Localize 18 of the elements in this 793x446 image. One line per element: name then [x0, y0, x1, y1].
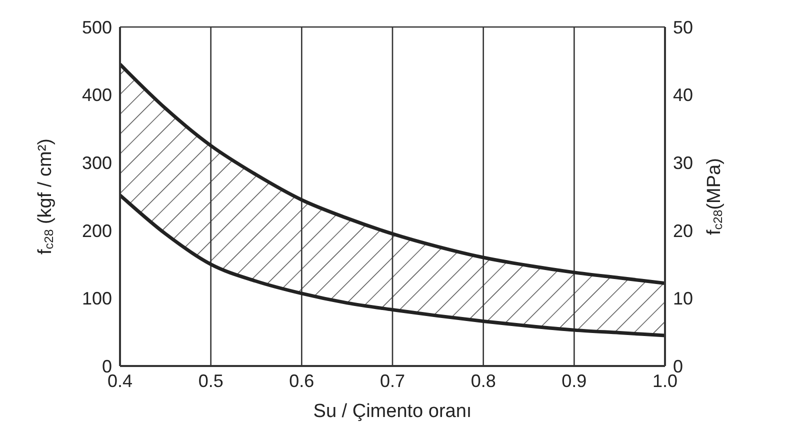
x-tick-label: 0.6: [289, 370, 314, 391]
y2-tick-label: 10: [673, 288, 694, 309]
x-tick-label: 0.5: [198, 370, 224, 391]
x-tick-label: 0.7: [380, 370, 406, 391]
y2-tick-label: 20: [673, 220, 694, 241]
y2-tick-label: 50: [673, 17, 694, 38]
x-axis-title: Su / Çimento oranı: [313, 401, 472, 422]
line-series: [120, 193, 665, 338]
y2-tick-label: 40: [673, 85, 694, 106]
line-series: [120, 62, 665, 286]
y-tick-label: 100: [82, 288, 112, 309]
y-tick-label: 300: [82, 152, 112, 173]
y-tick-label: 400: [82, 85, 112, 106]
x-tick-label: 0.8: [470, 370, 496, 391]
x-tick-label: 0.9: [562, 370, 587, 391]
y-tick-label: 500: [82, 17, 112, 38]
y2-tick-label: 30: [673, 152, 694, 173]
y-tick-label: 200: [82, 220, 112, 241]
